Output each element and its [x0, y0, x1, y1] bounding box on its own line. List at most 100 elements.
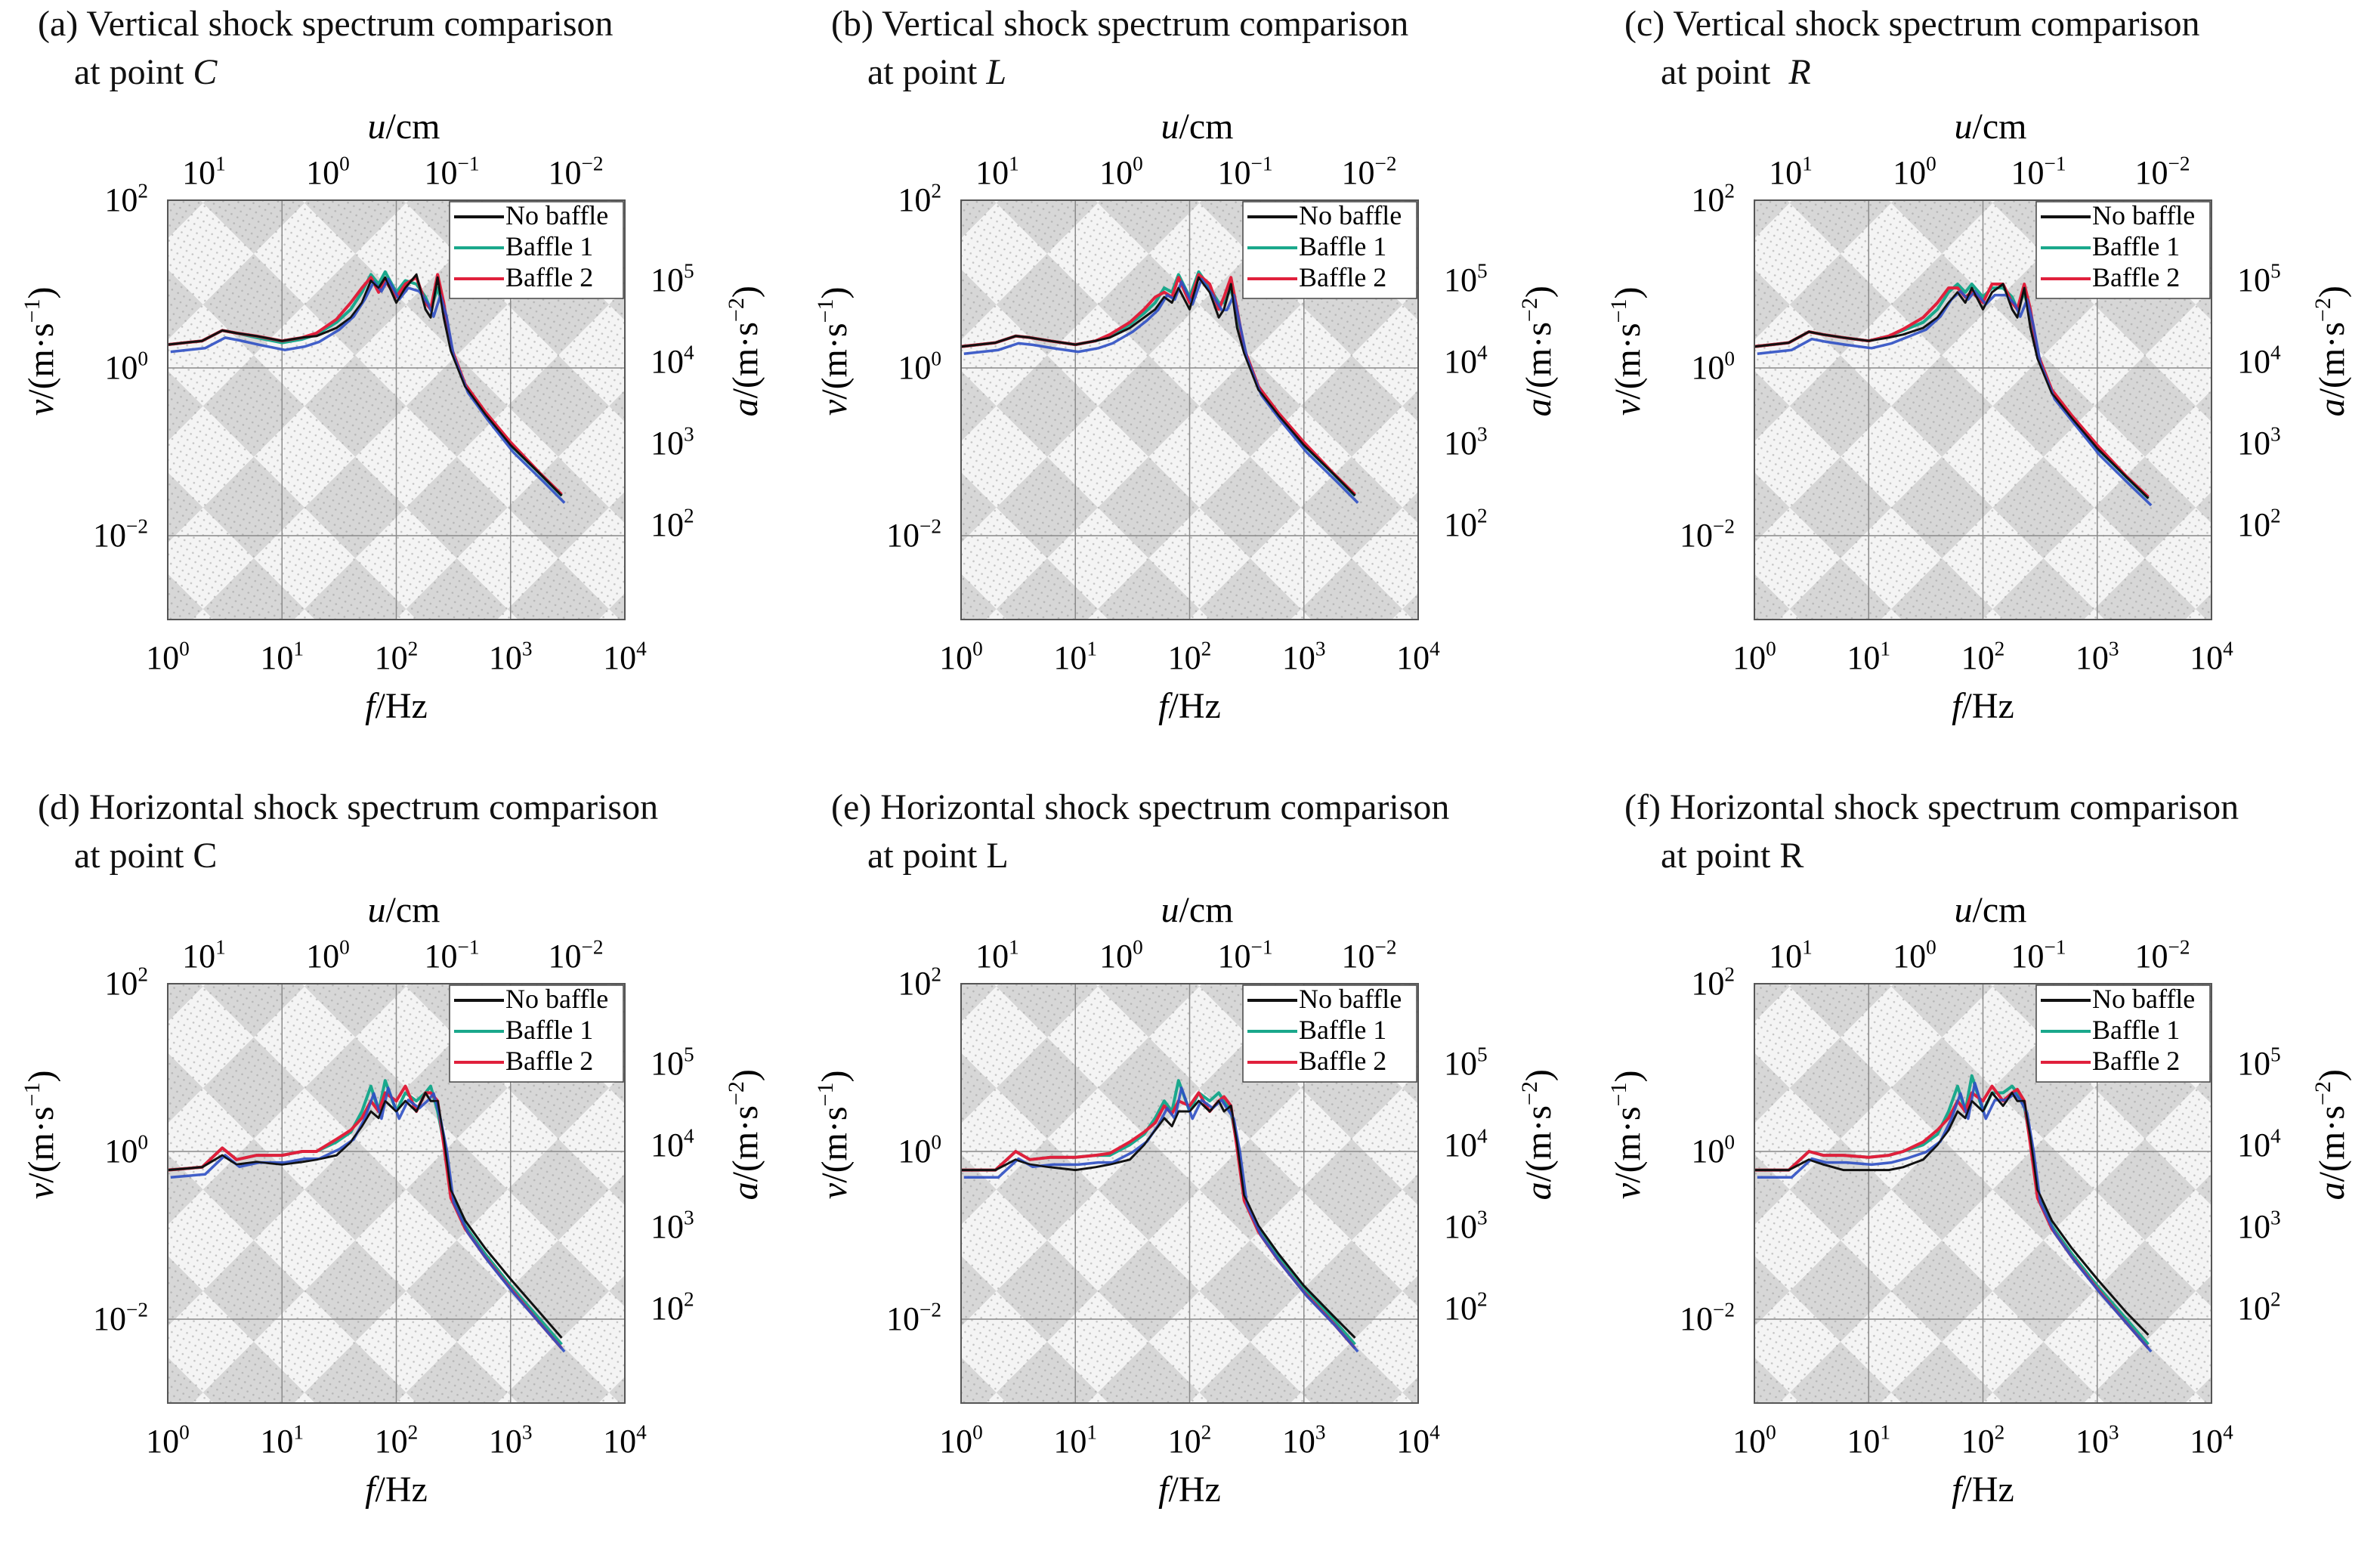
u-tick-label: 100	[1099, 152, 1143, 191]
x-tick-label: 101	[1053, 637, 1097, 676]
a-tick-label: 103	[651, 1206, 694, 1245]
legend-label: No baffle	[1299, 984, 1402, 1014]
a-tick-label: 104	[1444, 341, 1488, 380]
a-tick-label: 103	[651, 422, 694, 462]
series-group	[961, 1079, 1359, 1353]
plot-frame	[960, 199, 1419, 620]
x-tick-label: 102	[1961, 1420, 2005, 1460]
a-tick-label: 103	[1444, 1206, 1488, 1245]
series-line-no-baffle-top	[1754, 283, 2150, 499]
legend-label: Baffle 1	[2092, 1015, 2180, 1045]
right-axis-label: a/(m·s−2)	[724, 286, 765, 416]
y-tick-label: 102	[1691, 963, 1735, 1002]
series-line-no-baffle-top	[168, 1092, 563, 1339]
u-tick-label: 100	[1893, 935, 1936, 975]
x-tick-label: 100	[146, 637, 190, 676]
a-tick-label: 102	[651, 504, 694, 543]
top-axis-label: u/cm	[368, 107, 440, 147]
panel-title-point: C	[193, 836, 218, 876]
bottom-axis-label: f/Hz	[1158, 686, 1221, 726]
x-tick-label: 104	[1396, 1420, 1440, 1460]
y-tick-label: 100	[898, 1130, 941, 1170]
y-tick-label: 10−2	[1680, 515, 1735, 554]
right-axis-label: a/(m·s−2)	[2310, 286, 2352, 416]
panel-title-point: L	[986, 836, 1009, 876]
legend-label: No baffle	[505, 200, 608, 230]
left-axis-label: v/(m·s−1)	[20, 287, 61, 416]
panel-title-line1: (c) Vertical shock spectrum comparison	[1624, 4, 2200, 44]
panel-title-line1: (b) Vertical shock spectrum comparison	[831, 4, 1409, 44]
panel-title-line1: (f) Horizontal shock spectrum comparison	[1624, 787, 2239, 827]
u-tick-label: 10−1	[424, 935, 479, 975]
u-tick-label: 10−1	[424, 152, 479, 191]
u-tick-label: 10−2	[1341, 935, 1396, 975]
legend-label: Baffle 2	[1299, 1046, 1386, 1076]
a-tick-label: 105	[651, 259, 694, 298]
legend-label: Baffle 2	[505, 262, 593, 292]
u-tick-label: 10−2	[2134, 935, 2190, 975]
u-tick-label: 10−2	[548, 935, 603, 975]
panel-a: (a) Vertical shock spectrum comparison a…	[0, 0, 786, 784]
x-tick-label: 100	[1732, 637, 1776, 676]
x-tick-label: 103	[2076, 1420, 2119, 1460]
x-tick-label: 104	[2190, 1420, 2233, 1460]
x-tick-label: 101	[1053, 1420, 1097, 1460]
a-tick-label: 103	[2237, 422, 2281, 462]
u-tick-label: 100	[1099, 935, 1143, 975]
y-tick-label: 100	[1691, 347, 1735, 386]
series-group	[961, 270, 1359, 504]
left-axis-label: v/(m·s−1)	[1606, 1071, 1648, 1200]
y-tick-label: 10−2	[886, 1298, 941, 1337]
y-tick-label: 102	[104, 179, 148, 218]
panel-title: (b) Vertical shock spectrum comparison a…	[831, 0, 1408, 97]
x-tick-label: 101	[260, 637, 304, 676]
bottom-axis-label: f/Hz	[1158, 1470, 1221, 1510]
legend-label: Baffle 1	[2092, 231, 2180, 261]
panel-title-line1: (a) Vertical shock spectrum comparison	[38, 4, 614, 44]
panel-title-line2: at point	[867, 836, 987, 876]
legend-label: Baffle 2	[2092, 262, 2180, 292]
series-line-no-baffle-top	[961, 1100, 1356, 1339]
x-tick-label: 100	[939, 637, 983, 676]
panel-title: (d) Horizontal shock spectrum comparison…	[38, 784, 658, 880]
series-group	[168, 270, 566, 504]
panel-title-point: R	[1779, 836, 1804, 876]
panel-title-line2: at point	[74, 836, 193, 876]
u-tick-label: 10−2	[2134, 152, 2190, 191]
panel-f: (f) Horizontal shock spectrum comparison…	[1587, 784, 2372, 1567]
panel-title-line1: (e) Horizontal shock spectrum comparison	[831, 787, 1450, 827]
legend-label: Baffle 2	[2092, 1046, 2180, 1076]
x-tick-label: 103	[1282, 637, 1326, 676]
legend-label: No baffle	[2092, 984, 2195, 1014]
panel-title-line2: at point	[867, 52, 987, 92]
u-tick-label: 10−1	[2011, 152, 2066, 191]
panel-title-line2: at point	[74, 52, 193, 92]
panel-title: (e) Horizontal shock spectrum comparison…	[831, 784, 1449, 880]
series-group	[168, 1079, 566, 1353]
x-tick-label: 102	[1961, 637, 2005, 676]
a-tick-label: 102	[2237, 504, 2281, 543]
top-axis-label: u/cm	[1161, 107, 1234, 147]
left-axis-label: v/(m·s−1)	[813, 1071, 855, 1200]
panel-title: (a) Vertical shock spectrum comparison a…	[38, 0, 614, 97]
u-tick-label: 10−1	[1217, 935, 1272, 975]
x-tick-label: 103	[489, 637, 533, 676]
x-tick-label: 100	[1732, 1420, 1776, 1460]
y-tick-label: 102	[898, 179, 941, 218]
series-group	[1754, 283, 2153, 507]
series-line-no-baffle-top	[1754, 1092, 2150, 1336]
panel-title-line1: (d) Horizontal shock spectrum comparison	[38, 787, 659, 827]
series-line-no-baffle-top	[961, 277, 1356, 496]
a-tick-label: 105	[1444, 259, 1488, 298]
top-axis-label: u/cm	[1161, 890, 1234, 930]
x-tick-label: 104	[2190, 637, 2233, 676]
series-line-no-baffle-top	[168, 274, 563, 496]
u-tick-label: 100	[1893, 152, 1936, 191]
a-tick-label: 105	[2237, 1043, 2281, 1082]
x-tick-label: 101	[1847, 637, 1890, 676]
plot-frame	[167, 983, 626, 1404]
